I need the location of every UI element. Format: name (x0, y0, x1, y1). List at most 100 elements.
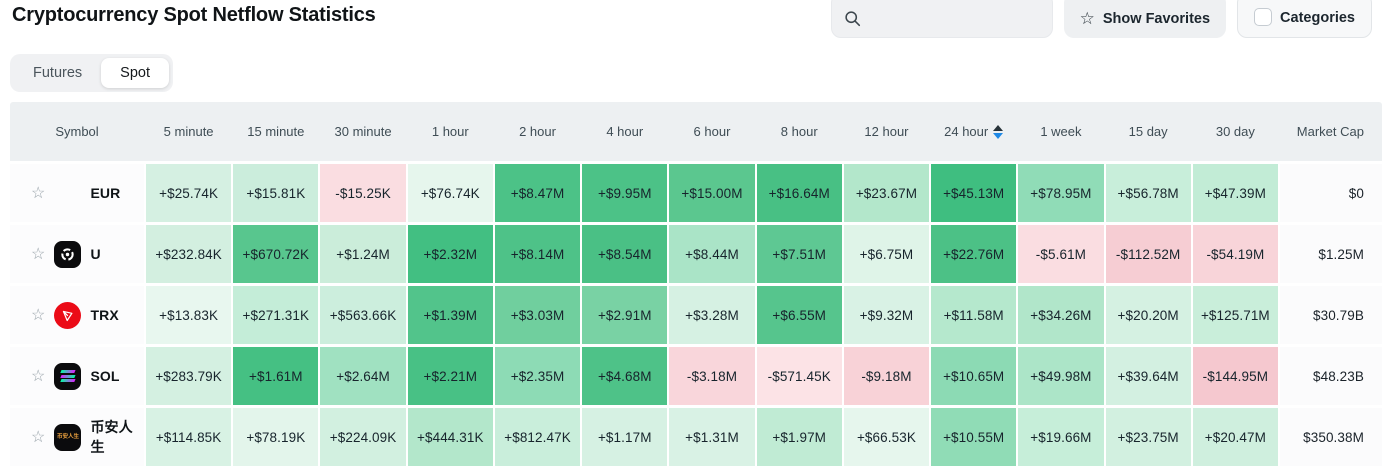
netflow-cell-30-minute: +$2.64M (320, 347, 406, 405)
topbar: Cryptocurrency Spot Netflow Statistics ☆… (0, 0, 1382, 44)
favorite-star-icon[interactable]: ☆ (31, 307, 46, 324)
netflow-cell-8-hour: +$6.55M (756, 286, 842, 344)
table-row-币安人生[interactable]: ☆ 币安人生 币安人生 +$114.85K +$78.19K +$224.09K +$444… (10, 408, 1382, 466)
netflow-cell-5-minute: +$232.84K (146, 225, 232, 283)
search-box[interactable] (830, 0, 1053, 38)
market-cap-cell: $1.25M (1279, 225, 1382, 283)
netflow-cell-30-day: +$47.39M (1192, 164, 1278, 222)
column-header-24-hour[interactable]: 24 hour (931, 102, 1016, 161)
table-row-sol[interactable]: ☆ SOL +$283.79K +$1.61M +$2.64M +$2.21M +$2.35… (10, 347, 1382, 405)
netflow-cell-30-minute: +$563.66K (320, 286, 406, 344)
netflow-cell-6-hour: +$15.00M (669, 164, 755, 222)
netflow-cell-8-hour: +$1.97M (756, 408, 842, 466)
show-favorites-label: Show Favorites (1102, 11, 1211, 27)
netflow-cell-15-minute: +$15.81K (233, 164, 319, 222)
netflow-cell-30-minute: -$15.25K (320, 164, 406, 222)
netflow-cell-4-hour: +$1.17M (582, 408, 668, 466)
top-controls: ☆ Show Favorites Categories (830, 0, 1372, 38)
netflow-cell-1-hour: +$76.74K (407, 164, 493, 222)
netflow-cell-15-minute: +$670.72K (233, 225, 319, 283)
column-header-1-week[interactable]: 1 week (1018, 102, 1103, 161)
search-input[interactable] (868, 7, 1029, 27)
netflow-cell-1-hour: +$444.31K (407, 408, 493, 466)
show-favorites-button[interactable]: ☆ Show Favorites (1063, 0, 1227, 38)
netflow-cell-30-day: +$20.47M (1192, 408, 1278, 466)
categories-label: Categories (1280, 10, 1355, 26)
netflow-cell-4-hour: +$8.54M (582, 225, 668, 283)
netflow-cell-4-hour: +$4.68M (582, 347, 668, 405)
netflow-cell-4-hour: +$9.95M (582, 164, 668, 222)
netflow-cell-24-hour: +$11.58M (931, 286, 1017, 344)
tab-futures[interactable]: Futures (14, 58, 101, 88)
trx-coin-icon (54, 301, 82, 329)
column-header-label: 24 hour (944, 124, 989, 139)
netflow-cell-5-minute: +$13.83K (146, 286, 232, 344)
column-header-6-hour[interactable]: 6 hour (669, 102, 754, 161)
column-header-label: 1 week (1040, 124, 1082, 139)
netflow-cell-8-hour: +$7.51M (756, 225, 842, 283)
symbol-label: TRX (90, 307, 119, 323)
netflow-cell-30-day: +$125.71M (1192, 286, 1278, 344)
column-header-30-minute[interactable]: 30 minute (320, 102, 405, 161)
column-header-2-hour[interactable]: 2 hour (495, 102, 580, 161)
netflow-cell-8-hour: -$571.45K (756, 347, 842, 405)
column-header-label: 30 day (1215, 124, 1255, 139)
table-row-u[interactable]: ☆ U +$232.84K +$670.72K +$1.24M +$2.32M +$8.14… (10, 225, 1382, 283)
sol-coin-icon (54, 362, 82, 390)
column-header-1-hour[interactable]: 1 hour (408, 102, 493, 161)
search-icon (844, 11, 860, 27)
netflow-cell-1-week: +$19.66M (1018, 408, 1104, 466)
column-header-8-hour[interactable]: 8 hour (757, 102, 842, 161)
column-header-market-cap[interactable]: Market Cap (1280, 102, 1382, 161)
netflow-cell-8-hour: +$16.64M (756, 164, 842, 222)
table-body: ☆ EUR +$25.74K +$15.81K -$15.25K +$76.74K +$8.… (10, 164, 1382, 467)
tab-spot[interactable]: Spot (101, 58, 170, 88)
column-header-label: 8 hour (780, 124, 818, 139)
symbol-cell[interactable]: ☆ U (10, 225, 144, 283)
netflow-cell-12-hour: +$6.75M (843, 225, 930, 283)
netflow-cell-15-minute: +$1.61M (233, 347, 319, 405)
favorite-star-icon[interactable]: ☆ (31, 185, 46, 202)
netflow-cell-24-hour: +$22.76M (931, 225, 1017, 283)
column-header-12-hour[interactable]: 12 hour (844, 102, 929, 161)
categories-checkbox[interactable] (1254, 8, 1273, 26)
favorite-star-icon[interactable]: ☆ (31, 429, 46, 446)
column-header-15-minute[interactable]: 15 minute (233, 102, 318, 161)
page-title: Cryptocurrency Spot Netflow Statistics (12, 4, 376, 26)
symbol-cell[interactable]: ☆ TRX (10, 286, 144, 344)
column-header-4-hour[interactable]: 4 hour (582, 102, 667, 161)
table-row-trx[interactable]: ☆ TRX +$13.83K +$271.31K +$563.66K +$1.39M +$3… (10, 286, 1382, 344)
favorite-star-icon[interactable]: ☆ (31, 246, 46, 263)
table-header-row: Symbol 5 minute 15 minute 30 minute 1 hour 2 … (10, 102, 1382, 161)
column-header-5-minute[interactable]: 5 minute (146, 102, 231, 161)
column-header-label: 15 minute (247, 124, 305, 139)
netflow-cell-15-day: +$23.75M (1105, 408, 1191, 466)
market-cap-cell: $48.23B (1279, 347, 1382, 405)
categories-button[interactable]: Categories (1237, 0, 1372, 38)
u-coin-icon (54, 240, 82, 268)
market-cap-cell: $0 (1279, 164, 1382, 222)
column-header-15-day[interactable]: 15 day (1106, 102, 1191, 161)
symbol-cell[interactable]: ☆ SOL (10, 347, 144, 405)
netflow-cell-2-hour: +$8.47M (494, 164, 581, 222)
market-type-tabs: Futures Spot (10, 54, 174, 92)
netflow-cell-6-hour: +$3.28M (669, 286, 755, 344)
column-header-30-day[interactable]: 30 day (1193, 102, 1278, 161)
netflow-cell-24-hour: +$45.13M (931, 164, 1017, 222)
column-header-symbol[interactable]: Symbol (10, 102, 144, 161)
favorite-star-icon[interactable]: ☆ (31, 368, 46, 385)
column-header-label: 5 minute (163, 124, 214, 139)
binance-life-coin-icon: 币安人生 (54, 423, 82, 451)
netflow-cell-24-hour: +$10.65M (931, 347, 1017, 405)
netflow-cell-12-hour: +$66.53K (843, 408, 930, 466)
symbol-label: SOL (90, 368, 120, 384)
symbol-cell[interactable]: ☆ EUR (10, 164, 144, 222)
sort-arrows-icon[interactable] (993, 124, 1004, 139)
column-header-label: 15 day (1128, 124, 1168, 139)
table-row-eur[interactable]: ☆ EUR +$25.74K +$15.81K -$15.25K +$76.74K +$8.… (10, 164, 1382, 222)
netflow-cell-12-hour: -$9.18M (843, 347, 930, 405)
symbol-cell[interactable]: ☆ 币安人生 币安人生 (10, 408, 144, 466)
column-header-label: 2 hour (519, 124, 556, 139)
netflow-cell-15-minute: +$78.19K (233, 408, 319, 466)
